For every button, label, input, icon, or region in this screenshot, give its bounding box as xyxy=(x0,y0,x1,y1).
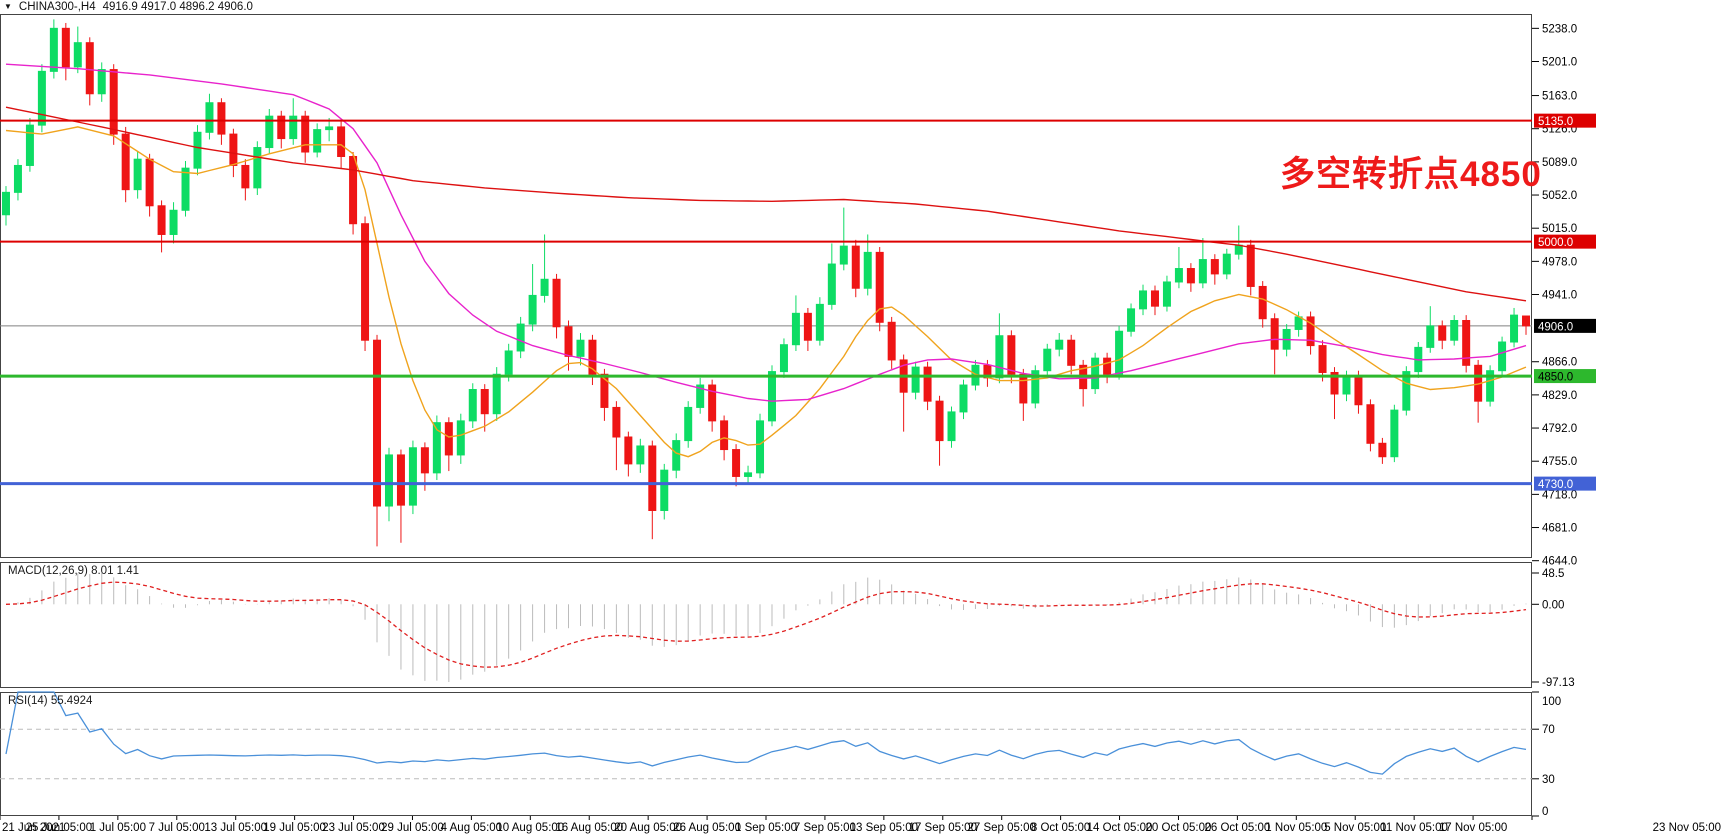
svg-text:23 Nov 05:00: 23 Nov 05:00 xyxy=(1653,822,1721,834)
svg-text:16 Aug 05:00: 16 Aug 05:00 xyxy=(555,822,623,834)
svg-text:4906.0: 4906.0 xyxy=(1538,321,1573,333)
svg-text:5238.0: 5238.0 xyxy=(1542,23,1577,35)
svg-text:100: 100 xyxy=(1542,696,1561,708)
svg-text:4681.0: 4681.0 xyxy=(1542,523,1577,535)
svg-text:1 Sep 05:00: 1 Sep 05:00 xyxy=(735,822,797,834)
svg-text:5015.0: 5015.0 xyxy=(1542,223,1577,235)
svg-text:4866.0: 4866.0 xyxy=(1542,357,1577,369)
svg-text:0.00: 0.00 xyxy=(1542,599,1564,611)
svg-text:5201.0: 5201.0 xyxy=(1542,56,1577,68)
svg-text:13 Jul 05:00: 13 Jul 05:00 xyxy=(204,822,267,834)
svg-text:5000.0: 5000.0 xyxy=(1538,237,1573,249)
svg-text:0: 0 xyxy=(1542,806,1548,818)
svg-text:7 Sep 05:00: 7 Sep 05:00 xyxy=(794,822,856,834)
svg-text:8 Oct 05:00: 8 Oct 05:00 xyxy=(1031,822,1090,834)
svg-text:4829.0: 4829.0 xyxy=(1542,390,1577,402)
svg-text:4718.0: 4718.0 xyxy=(1542,489,1577,501)
ma-slow-red xyxy=(5,106,1527,302)
macd-signal-line xyxy=(5,581,1527,668)
svg-text:48.5: 48.5 xyxy=(1542,568,1564,580)
svg-text:29 Jul 05:00: 29 Jul 05:00 xyxy=(381,822,444,834)
svg-text:10 Aug 05:00: 10 Aug 05:00 xyxy=(496,822,564,834)
chart-title-bar: ▼ CHINA300-,H4 4916.9 4917.0 4896.2 4906… xyxy=(4,0,253,14)
rsi-indicator-label: RSI(14) 55.4924 xyxy=(8,695,93,707)
svg-text:1 Jul 05:00: 1 Jul 05:00 xyxy=(90,822,146,834)
svg-text:70: 70 xyxy=(1542,724,1555,736)
svg-text:23 Jul 05:00: 23 Jul 05:00 xyxy=(322,822,385,834)
annotation-text: 多空转折点4850 xyxy=(1280,155,1542,194)
macd-panel: 48.5 0.00 -97.13 xyxy=(5,568,1575,689)
svg-text:4850.0: 4850.0 xyxy=(1538,372,1573,384)
svg-text:30: 30 xyxy=(1542,774,1555,786)
ohlc-values: 4916.9 4917.0 4896.2 4906.0 xyxy=(102,1,253,13)
svg-text:7 Jul 05:00: 7 Jul 05:00 xyxy=(149,822,205,834)
svg-text:5 Nov 05:00: 5 Nov 05:00 xyxy=(1324,822,1386,834)
candles-series xyxy=(1,19,1531,547)
svg-text:4941.0: 4941.0 xyxy=(1542,290,1577,302)
svg-text:4978.0: 4978.0 xyxy=(1542,256,1577,268)
svg-text:26 Aug 05:00: 26 Aug 05:00 xyxy=(673,822,741,834)
svg-text:5089.0: 5089.0 xyxy=(1542,157,1577,169)
svg-text:4792.0: 4792.0 xyxy=(1542,423,1577,435)
svg-text:4730.0: 4730.0 xyxy=(1538,479,1573,491)
svg-text:5163.0: 5163.0 xyxy=(1542,91,1577,103)
collapse-chart-icon[interactable]: ▼ xyxy=(4,2,12,11)
svg-text:5135.0: 5135.0 xyxy=(1538,116,1573,128)
svg-text:17 Nov 05:00: 17 Nov 05:00 xyxy=(1439,822,1507,834)
svg-text:21 Jun 2021: 21 Jun 2021 xyxy=(2,822,65,834)
macd-indicator-label: MACD(12,26,9) 8.01 1.41 xyxy=(8,565,140,577)
svg-text:20 Oct 05:00: 20 Oct 05:00 xyxy=(1146,822,1212,834)
svg-text:27 Sep 05:00: 27 Sep 05:00 xyxy=(967,822,1035,834)
svg-text:11 Nov 05:00: 11 Nov 05:00 xyxy=(1380,822,1448,834)
svg-text:4 Aug 05:00: 4 Aug 05:00 xyxy=(441,822,502,834)
rsi-line xyxy=(5,691,1527,775)
svg-text:20 Aug 05:00: 20 Aug 05:00 xyxy=(614,822,682,834)
svg-text:4644.0: 4644.0 xyxy=(1542,556,1577,568)
svg-text:25 Jun 05:00: 25 Jun 05:00 xyxy=(26,822,93,834)
svg-text:26 Oct 05:00: 26 Oct 05:00 xyxy=(1204,822,1270,834)
svg-text:19 Jul 05:00: 19 Jul 05:00 xyxy=(263,822,326,834)
svg-text:17 Sep 05:00: 17 Sep 05:00 xyxy=(909,822,977,834)
svg-text:-97.13: -97.13 xyxy=(1542,677,1575,689)
svg-text:5052.0: 5052.0 xyxy=(1542,190,1577,202)
svg-text:1 Nov 05:00: 1 Nov 05:00 xyxy=(1265,822,1327,834)
svg-text:4755.0: 4755.0 xyxy=(1542,456,1577,468)
svg-text:13 Sep 05:00: 13 Sep 05:00 xyxy=(850,822,918,834)
symbol-period-label: CHINA300-,H4 xyxy=(18,1,96,13)
ma-medium-magenta xyxy=(5,63,1527,402)
price-level-lines: 5135.0 5000.0 4850.0 4730.0 4906.0 xyxy=(0,113,1596,491)
panel-borders xyxy=(0,14,1532,816)
svg-text:14 Oct 05:00: 14 Oct 05:00 xyxy=(1087,822,1153,834)
rsi-panel: 100 70 30 0 xyxy=(0,691,1561,818)
